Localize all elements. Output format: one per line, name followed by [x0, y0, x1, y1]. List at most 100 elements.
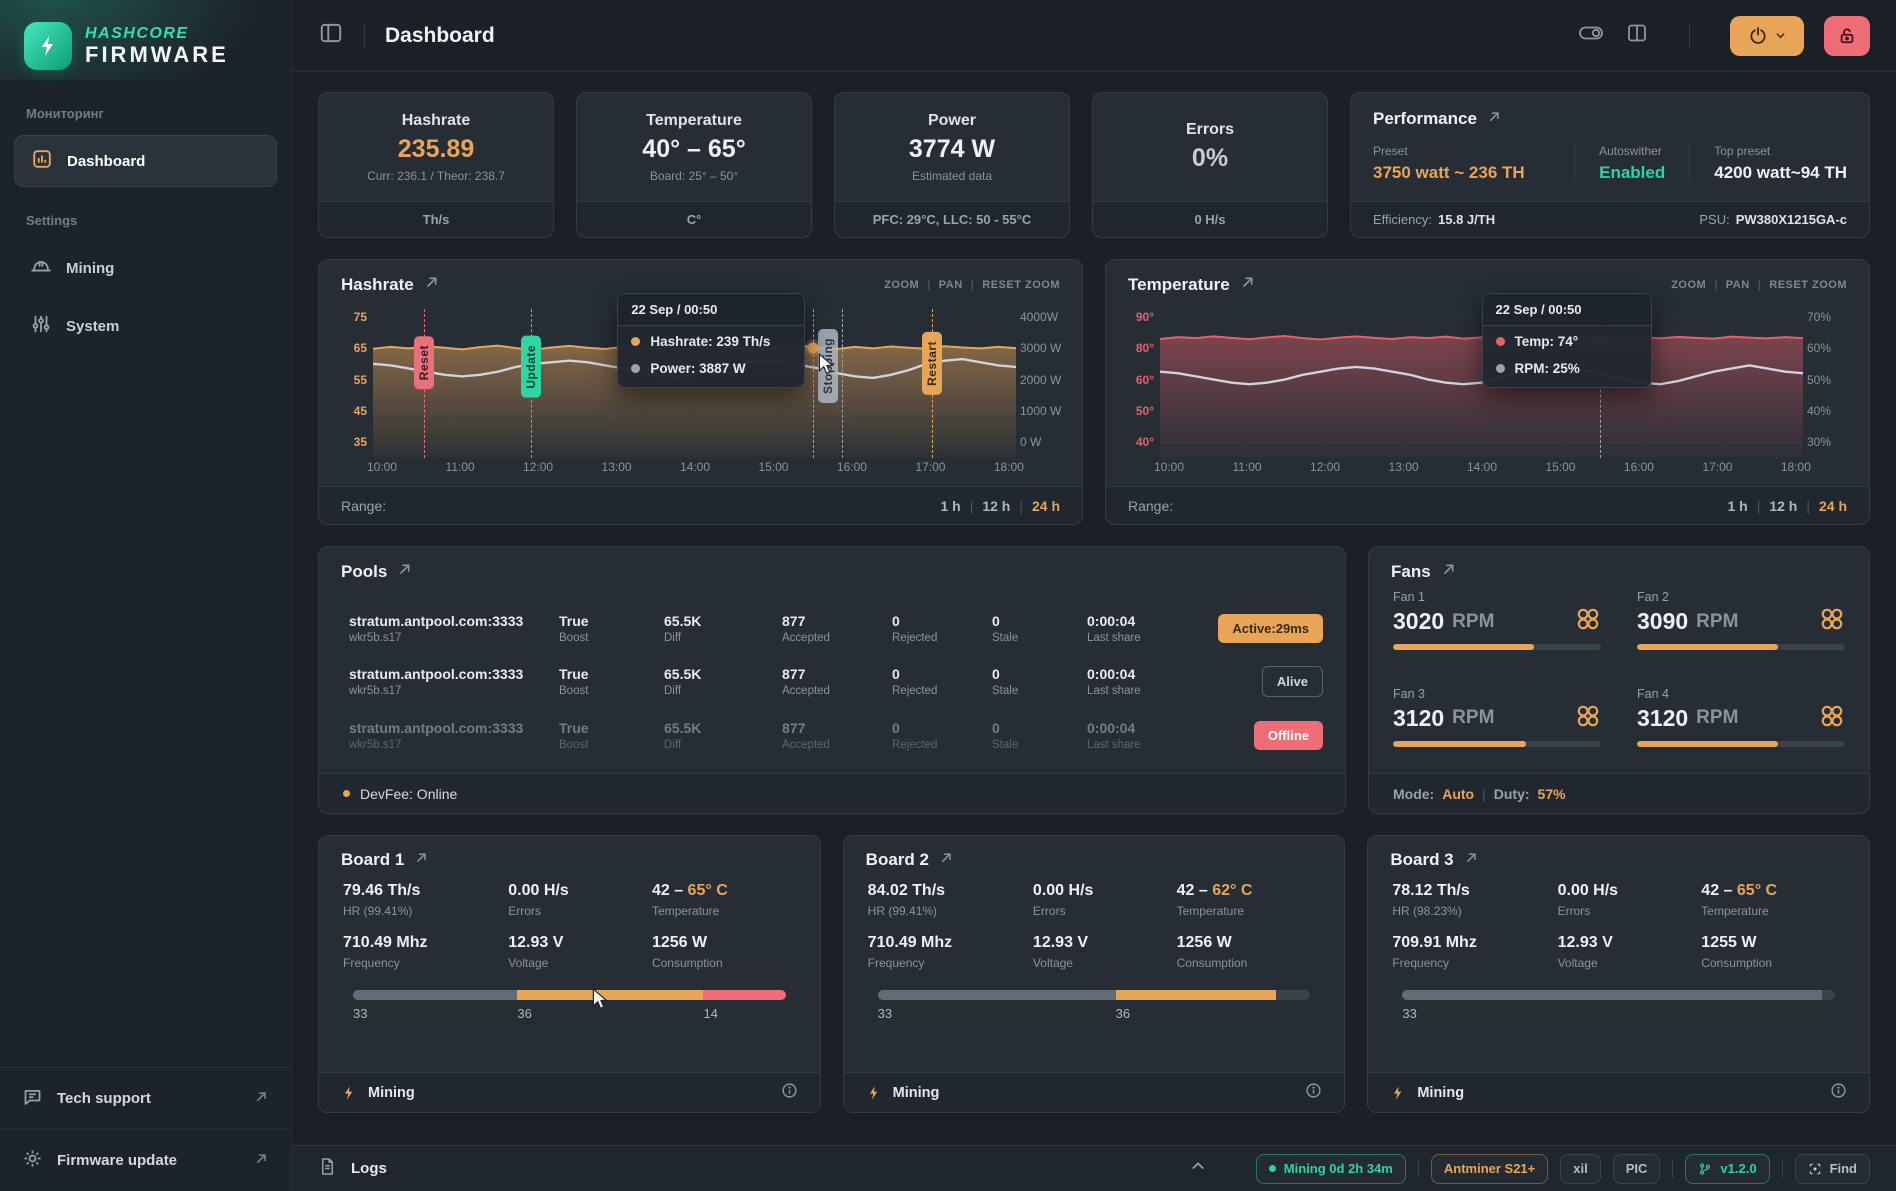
label: Rejected [892, 631, 938, 644]
fan-unit: RPM [1452, 610, 1495, 632]
fans-footer: Mode: Auto | Duty: 57% [1369, 773, 1869, 813]
label: Last share [1087, 685, 1141, 697]
lock-button[interactable] [1824, 15, 1870, 56]
chip-state-bar[interactable]: 33 36 [877, 990, 1311, 1026]
find-button[interactable]: Find [1794, 1153, 1870, 1184]
external-link-icon[interactable] [1240, 274, 1256, 295]
pool-boost: True [559, 666, 589, 682]
fan-duty-bar [1637, 740, 1845, 747]
pool-worker: wkr5b.s17 [349, 738, 402, 751]
hashrate-chart-panel: Hashrate ZOOM | PAN | RESET ZOOM [318, 259, 1083, 525]
sidebar-item-firmware-update[interactable]: Firmware update [0, 1129, 291, 1191]
chart-controls: ZOOM | PAN | RESET ZOOM [1671, 279, 1847, 291]
board-title: Board 3 [1390, 850, 1454, 869]
label: Diff [664, 631, 682, 644]
sidebar-item-mining[interactable]: Mining [14, 242, 277, 294]
temp-max: 62° C [1212, 882, 1253, 899]
pool-row: stratum.antpool.com:3333 wkr5b.s17 True Bo… [349, 613, 1323, 644]
status-dot [1268, 1165, 1276, 1172]
external-link-icon[interactable] [397, 561, 413, 582]
range-12h[interactable]: 12 h [982, 497, 1011, 514]
board-consumption: 1255 W [1701, 934, 1757, 951]
external-link-icon[interactable] [1487, 109, 1502, 129]
external-link-icon[interactable] [1464, 850, 1479, 870]
top-bar: Dashboard [292, 0, 1896, 72]
sidebar-item-dashboard[interactable]: Dashboard [14, 135, 277, 187]
chip-state-bar[interactable]: 33 36 14 [353, 988, 786, 1026]
charts-row: Hashrate ZOOM | PAN | RESET ZOOM [318, 259, 1870, 525]
zoom-control[interactable]: ZOOM [1671, 278, 1707, 291]
range-1h[interactable]: 1 h [1727, 497, 1748, 514]
separator: | [969, 497, 974, 514]
info-icon[interactable] [1305, 1082, 1322, 1104]
crosshair-icon [1809, 1163, 1820, 1174]
hashrate-dot [631, 337, 641, 346]
pan-control[interactable]: PAN [1725, 278, 1750, 291]
range-1h[interactable]: 1 h [940, 497, 961, 514]
pool-rejected: 0 [892, 666, 900, 682]
range-12h[interactable]: 12 h [1769, 497, 1798, 514]
external-link-icon[interactable] [424, 274, 440, 295]
y-axis-right: 4000W 3000 W 2000 W 1000 W 0 W [1016, 301, 1072, 458]
pool-rejected: 0 [892, 719, 900, 736]
sidebar-item-system[interactable]: System [14, 300, 277, 352]
tick: 2000 W [1020, 372, 1062, 387]
tick: 65 [353, 341, 367, 356]
info-icon[interactable] [781, 1082, 798, 1104]
range-24h[interactable]: 24 h [1818, 497, 1847, 514]
board-2-card: Board 2 84.02 Th/s HR (99.41%) 0.00 H/s Er… [842, 835, 1346, 1113]
tick: 17:00 [1702, 460, 1733, 474]
chevron-up-icon[interactable] [1190, 1158, 1206, 1179]
board-status: Mining [368, 1084, 415, 1101]
reset-zoom-control[interactable]: RESET ZOOM [982, 278, 1060, 291]
tick: 50% [1807, 372, 1832, 387]
duty-label: Duty: [1493, 785, 1530, 802]
pan-control[interactable]: PAN [938, 278, 963, 291]
tooltip-rpm: RPM: 25% [1514, 361, 1580, 376]
sidebar-item-tech-support[interactable]: Tech support [0, 1067, 291, 1129]
hashrate-value: 235.89 [397, 134, 475, 163]
mouse-cursor [818, 352, 834, 374]
tick: 12:00 [523, 460, 554, 474]
pool-stale: 0 [992, 612, 1000, 629]
pool-url: stratum.antpool.com:3333 [349, 719, 524, 736]
fan-icon [1575, 606, 1601, 637]
fan-unit: RPM [1452, 707, 1495, 728]
pool-url: stratum.antpool.com:3333 [349, 612, 524, 629]
tick: 60% [1807, 341, 1832, 356]
label: HR (99.41%) [343, 904, 413, 918]
chip-state-bar[interactable]: 33 [1402, 990, 1836, 1026]
gear-icon [22, 1148, 43, 1174]
hashrate-tooltip: 22 Sep / 00:50 Hashrate: 239 Th/s Power:… [617, 293, 806, 388]
hashrate-plot-area[interactable]: Reset Update Stopping Restart 22 Sep / 0… [373, 293, 1016, 458]
tick: 60° [1135, 372, 1154, 387]
columns-layout-icon[interactable] [1625, 21, 1649, 50]
hover-point [807, 342, 819, 354]
pool-stale: 0 [992, 719, 1000, 736]
pool-worker: wkr5b.s17 [349, 685, 402, 697]
restart-button[interactable] [1730, 15, 1804, 56]
temperature-plot-area[interactable]: 22 Sep / 00:50 Temp: 74° RPM: 25% [1160, 293, 1803, 458]
unlock-icon [1840, 27, 1854, 43]
label: Accepted [782, 631, 830, 644]
theme-toggle-icon[interactable] [1577, 22, 1605, 49]
board-temperature: 42 – 65° C [1701, 882, 1845, 900]
card-footer: 0 H/s [1093, 201, 1327, 237]
range-24h[interactable]: 24 h [1031, 497, 1060, 514]
label: Voltage [1032, 956, 1073, 970]
version-text: v1.2.0 [1720, 1161, 1757, 1176]
collapse-sidebar-icon[interactable] [318, 20, 344, 51]
zoom-control[interactable]: ZOOM [884, 278, 920, 291]
git-branch-icon [1700, 1162, 1711, 1175]
lightning-icon [345, 1085, 353, 1100]
sidebar-item-label: Dashboard [67, 152, 146, 170]
autoswitcher-block: Autoswither Enabled [1599, 144, 1665, 183]
info-icon[interactable] [1830, 1082, 1847, 1104]
external-link-icon[interactable] [1441, 561, 1457, 582]
document-icon [318, 1157, 337, 1181]
reset-zoom-control[interactable]: RESET ZOOM [1769, 278, 1847, 291]
chip-count: 14 [703, 1006, 718, 1021]
external-link-icon[interactable] [939, 850, 954, 870]
external-link-icon[interactable] [414, 850, 429, 870]
